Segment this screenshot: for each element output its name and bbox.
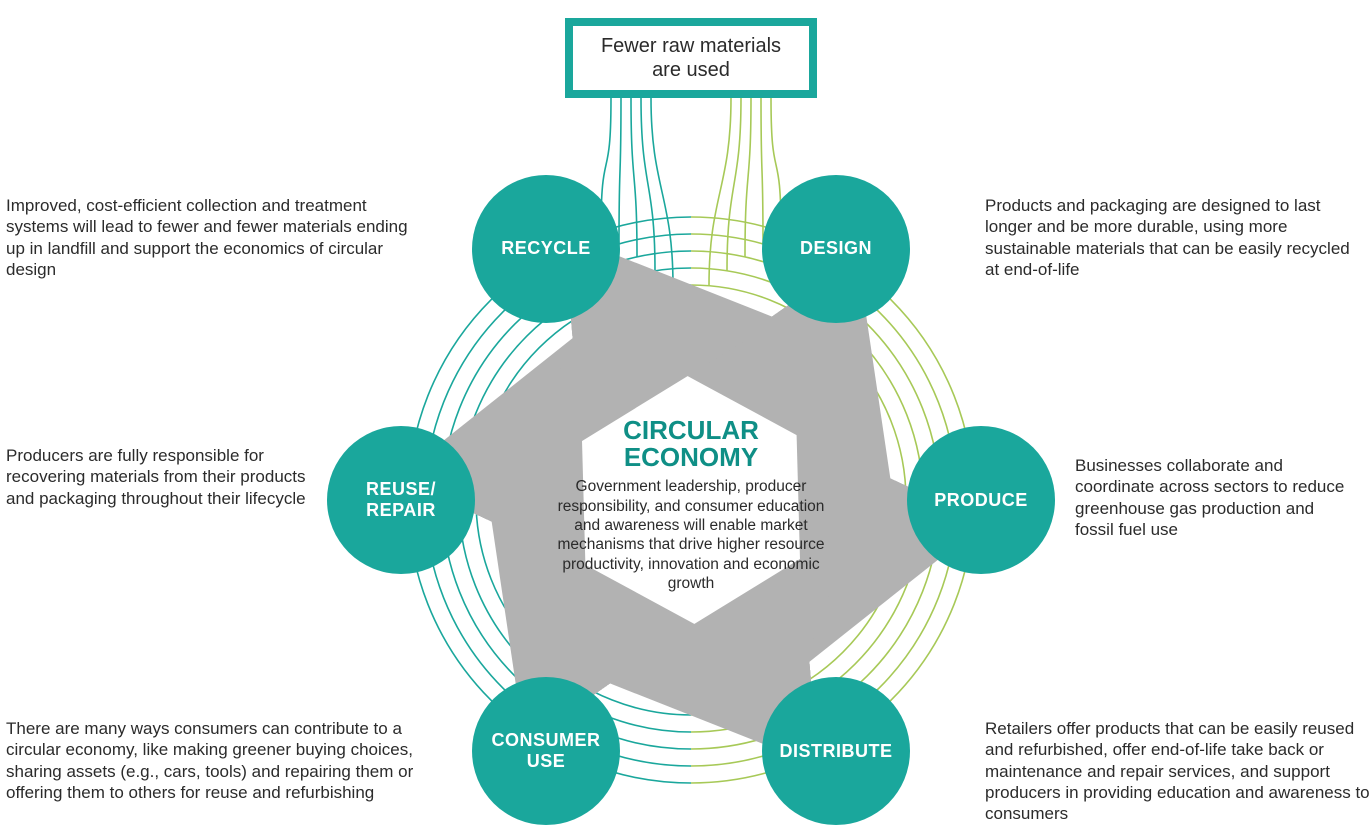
node-distribute: DISTRIBUTE: [762, 677, 910, 825]
top-input-box: Fewer raw materialsare used: [565, 18, 817, 98]
node-label: PRODUCE: [928, 490, 1034, 511]
circular-economy-diagram: Fewer raw materialsare used CIRCULARECON…: [0, 0, 1369, 840]
center-title: CIRCULARECONOMY: [623, 417, 759, 472]
node-produce: PRODUCE: [907, 426, 1055, 574]
desc-produce: Businesses collaborate and coordinate ac…: [1075, 455, 1355, 540]
desc-distribute: Retailers offer products that can be eas…: [985, 718, 1369, 824]
node-consumer-use: CONSUMERUSE: [472, 677, 620, 825]
node-label: DISTRIBUTE: [774, 741, 899, 762]
desc-recycle: Improved, cost-efficient collection and …: [6, 195, 416, 280]
node-label: RECYCLE: [495, 238, 597, 259]
node-reuse-repair: REUSE/REPAIR: [327, 426, 475, 574]
node-recycle: RECYCLE: [472, 175, 620, 323]
desc-reuse-repair: Producers are fully responsible for reco…: [6, 445, 306, 509]
top-input-label: Fewer raw materialsare used: [601, 34, 781, 82]
desc-consumer-use: There are many ways consumers can contri…: [6, 718, 426, 803]
node-label: CONSUMERUSE: [485, 730, 606, 772]
node-label: REUSE/REPAIR: [360, 479, 442, 521]
node-label: DESIGN: [794, 238, 878, 259]
desc-design: Products and packaging are designed to l…: [985, 195, 1350, 280]
center-block: CIRCULARECONOMY Government leadership, p…: [551, 370, 831, 640]
center-body: Government leadership, producer responsi…: [551, 477, 831, 593]
node-design: DESIGN: [762, 175, 910, 323]
